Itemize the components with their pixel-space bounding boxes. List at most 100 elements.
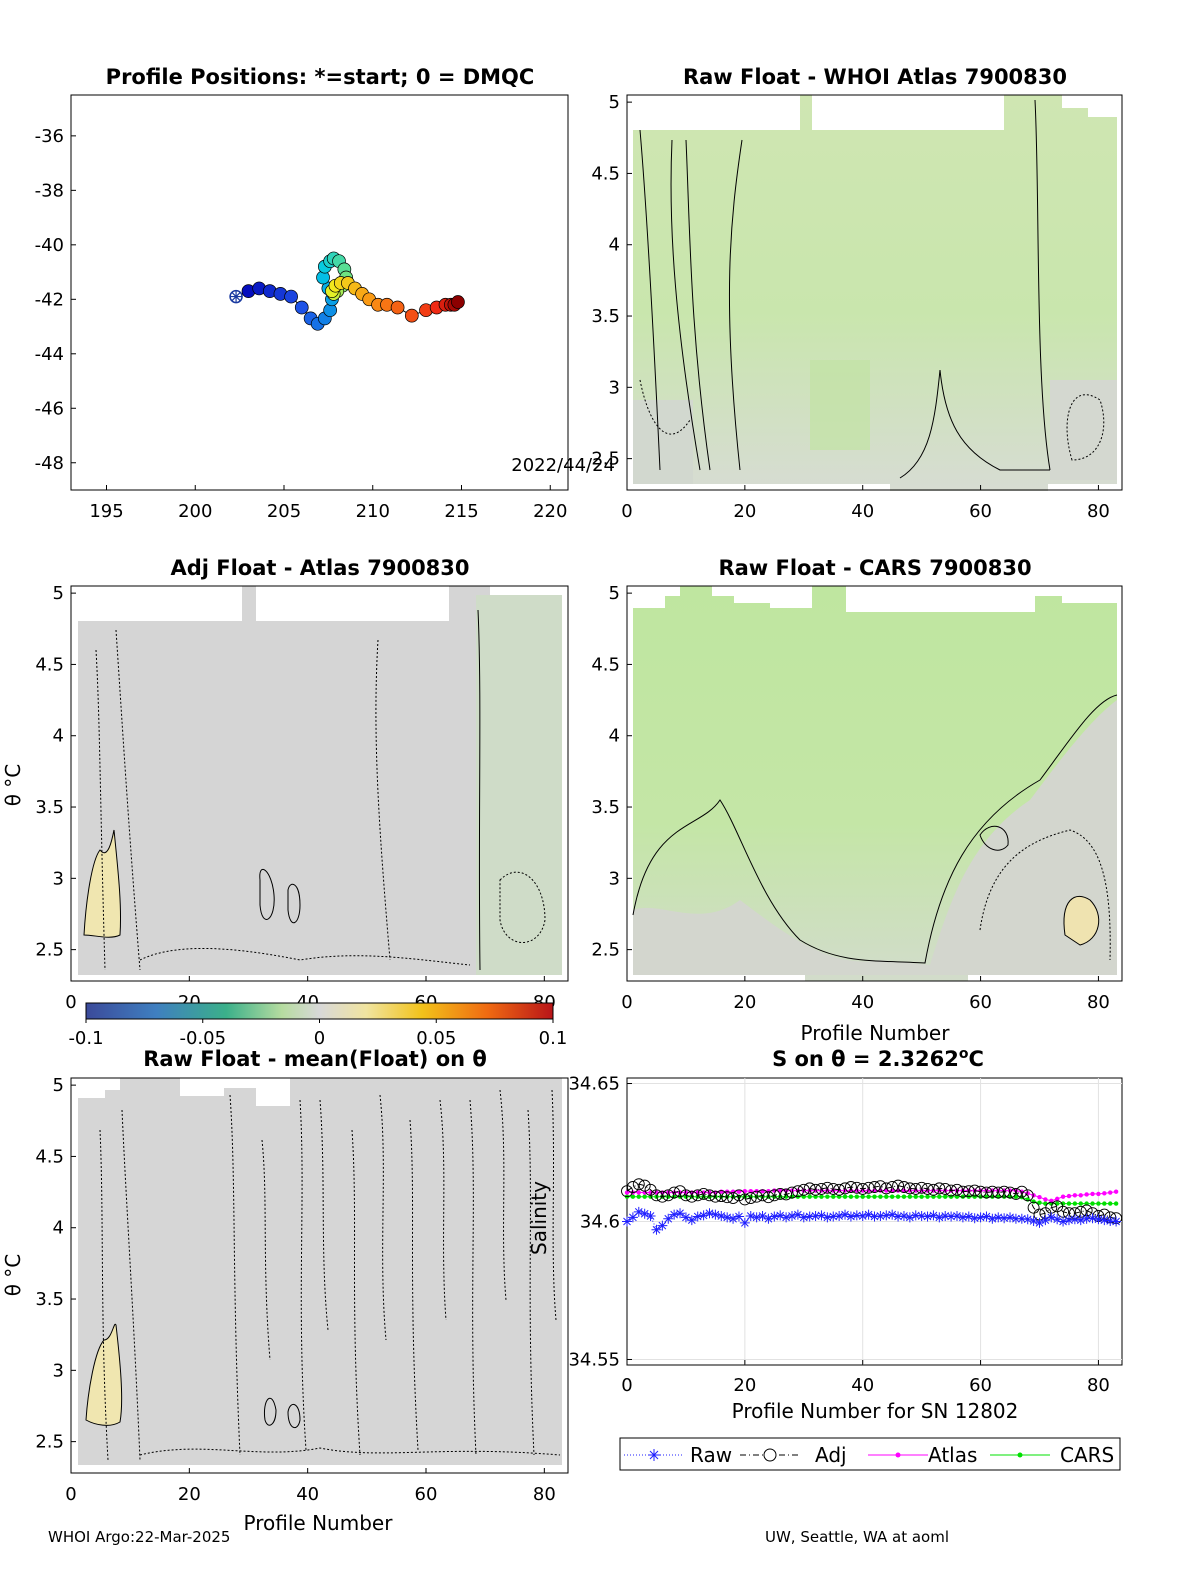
salinity-raw-point bbox=[987, 1213, 998, 1224]
salinity-raw-point bbox=[698, 1210, 709, 1221]
salinity-cars-point bbox=[825, 1194, 830, 1199]
salinity-adj-point bbox=[1021, 1189, 1034, 1202]
salinity-cars-point bbox=[872, 1194, 877, 1199]
salinity-cars-point bbox=[1108, 1201, 1113, 1206]
raw-mean-field bbox=[78, 1078, 562, 1465]
colorbar-tick-label: 0.1 bbox=[539, 1028, 568, 1049]
salinity-raw-point bbox=[1028, 1215, 1039, 1226]
salinity-adj-point bbox=[874, 1180, 887, 1193]
salinity-cars-point bbox=[907, 1194, 913, 1199]
raw-atlas-ytick-label: 4.5 bbox=[591, 163, 620, 184]
salinity-raw-point bbox=[851, 1210, 862, 1221]
legend-box bbox=[619, 1437, 1121, 1471]
positions-ytick-label: -46 bbox=[35, 398, 64, 419]
colorbar-tick-label: 0.05 bbox=[416, 1028, 456, 1049]
raw-atlas-ytick-label: 3.5 bbox=[591, 306, 620, 327]
positions-point bbox=[284, 289, 298, 304]
raw-mean-ytick-label: 5 bbox=[53, 1075, 64, 1096]
salinity-ytick-label: 34.65 bbox=[568, 1074, 620, 1095]
salinity-adj-point bbox=[1009, 1187, 1022, 1200]
adj-atlas-title: Adj Float - Atlas 7900830 bbox=[170, 556, 469, 580]
salinity-adj-point bbox=[998, 1185, 1011, 1198]
positions-point bbox=[390, 300, 405, 315]
salinity-cars-point bbox=[948, 1194, 954, 1199]
salinity-raw-point bbox=[893, 1211, 904, 1222]
positions-axes bbox=[70, 94, 569, 491]
salinity-cars-point bbox=[889, 1194, 895, 1199]
salinity-ticks: 0 20 40 60 80 34.55 34.6 34.65 bbox=[568, 1074, 1109, 1396]
salinity-adj-point bbox=[951, 1183, 963, 1196]
salinity-adj-point bbox=[821, 1181, 834, 1194]
raw-atlas-ytick-label: 2.5 bbox=[591, 449, 620, 470]
salinity-adj-point bbox=[727, 1192, 740, 1204]
salinity-atlas-point bbox=[1102, 1191, 1107, 1196]
salinity-cars-point bbox=[1078, 1201, 1083, 1206]
salinity-raw-point bbox=[910, 1210, 921, 1221]
salinity-raw-point bbox=[1016, 1213, 1027, 1224]
positions-date-annotation: 2022/44/24 bbox=[511, 455, 615, 476]
raw-mean-xlabel: Profile Number bbox=[244, 1511, 394, 1535]
salinity-raw-point bbox=[1075, 1215, 1086, 1226]
salinity-atlas-point bbox=[1043, 1197, 1048, 1202]
salinity-adj-point bbox=[679, 1189, 692, 1202]
salinity-atlas-point bbox=[1066, 1193, 1072, 1199]
salinity-cars-point bbox=[925, 1194, 930, 1199]
positions-xtick-label: 210 bbox=[356, 501, 390, 522]
salinity-xtick-label: 40 bbox=[851, 1375, 874, 1396]
adj-atlas-field bbox=[78, 586, 562, 975]
colorbar-tick-label: -0.1 bbox=[68, 1028, 103, 1049]
adj-atlas-ytick-label: 2.5 bbox=[35, 940, 64, 961]
salinity-cars-point bbox=[895, 1194, 901, 1199]
raw-atlas-xtick-label: 40 bbox=[851, 501, 874, 522]
salinity-raw-point bbox=[898, 1210, 909, 1221]
salinity-raw-point bbox=[710, 1209, 721, 1220]
salinity-atlas-point bbox=[1037, 1195, 1042, 1200]
salinity-raw-point bbox=[1022, 1214, 1033, 1225]
salinity-raw-point bbox=[975, 1212, 986, 1223]
salinity-cars-point bbox=[854, 1194, 860, 1199]
positions-ytick-label: -48 bbox=[35, 453, 64, 474]
salinity-raw-point bbox=[739, 1217, 750, 1228]
salinity-xtick-label: 80 bbox=[1087, 1375, 1110, 1396]
raw-mean-ytick-label: 3 bbox=[53, 1360, 64, 1381]
raw-mean-xtick-label: 40 bbox=[296, 1484, 319, 1505]
positions-xtick-label: 215 bbox=[444, 501, 478, 522]
salinity-adj-point bbox=[868, 1181, 881, 1193]
salinity-atlas-point bbox=[624, 1190, 630, 1195]
positions-start-star bbox=[230, 290, 243, 303]
salinity-adj-point bbox=[980, 1186, 993, 1199]
salinity-adj-point bbox=[833, 1183, 846, 1196]
adj-atlas-ytick-label: 3.5 bbox=[35, 797, 64, 818]
salinity-adj-point bbox=[927, 1183, 940, 1196]
salinity-raw-point bbox=[834, 1210, 845, 1221]
positions-ytick-label: -42 bbox=[35, 289, 64, 310]
salinity-adj-point bbox=[974, 1185, 987, 1198]
positions-title: Profile Positions: *=start; 0 = DMQC bbox=[106, 65, 535, 89]
colorbar-tick-label: -0.05 bbox=[179, 1028, 226, 1049]
salinity-adj-point bbox=[933, 1182, 946, 1195]
salinity-cars-point bbox=[819, 1194, 824, 1199]
salinity-cars-point bbox=[1066, 1201, 1072, 1206]
salinity-cars-point bbox=[901, 1194, 907, 1199]
salinity-adj-point bbox=[721, 1191, 734, 1204]
salinity-raw-point bbox=[627, 1212, 638, 1223]
raw-cars-ytick-label: 4.5 bbox=[591, 654, 620, 675]
salinity-cars-point bbox=[807, 1194, 812, 1199]
raw-cars-field bbox=[632, 586, 1118, 981]
salinity-adj-point bbox=[638, 1179, 651, 1192]
salinity-raw-point bbox=[763, 1213, 774, 1224]
raw-atlas-xtick-label: 60 bbox=[969, 501, 992, 522]
salinity-raw-point bbox=[828, 1211, 839, 1222]
salinity-raw-point bbox=[686, 1215, 697, 1226]
positions-ytick-label: -44 bbox=[35, 344, 64, 365]
salinity-raw-point bbox=[651, 1224, 662, 1235]
salinity-adj-point bbox=[1027, 1201, 1040, 1214]
raw-cars-ytick-label: 5 bbox=[609, 583, 620, 604]
adj-atlas-axes bbox=[70, 585, 569, 982]
raw-cars-xtick-label: 0 bbox=[621, 992, 632, 1013]
positions-ytick-label: -40 bbox=[35, 235, 64, 256]
salinity-raw-point bbox=[969, 1213, 980, 1224]
raw-atlas-xtick-label: 80 bbox=[1087, 501, 1110, 522]
salinity-atlas-point bbox=[636, 1190, 641, 1195]
salinity-cars-point bbox=[866, 1194, 871, 1199]
